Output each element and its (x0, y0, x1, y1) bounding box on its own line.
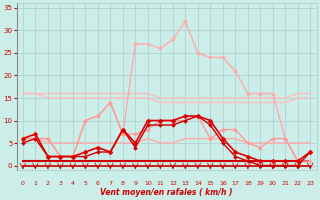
X-axis label: Vent moyen/en rafales ( km/h ): Vent moyen/en rafales ( km/h ) (100, 188, 233, 197)
